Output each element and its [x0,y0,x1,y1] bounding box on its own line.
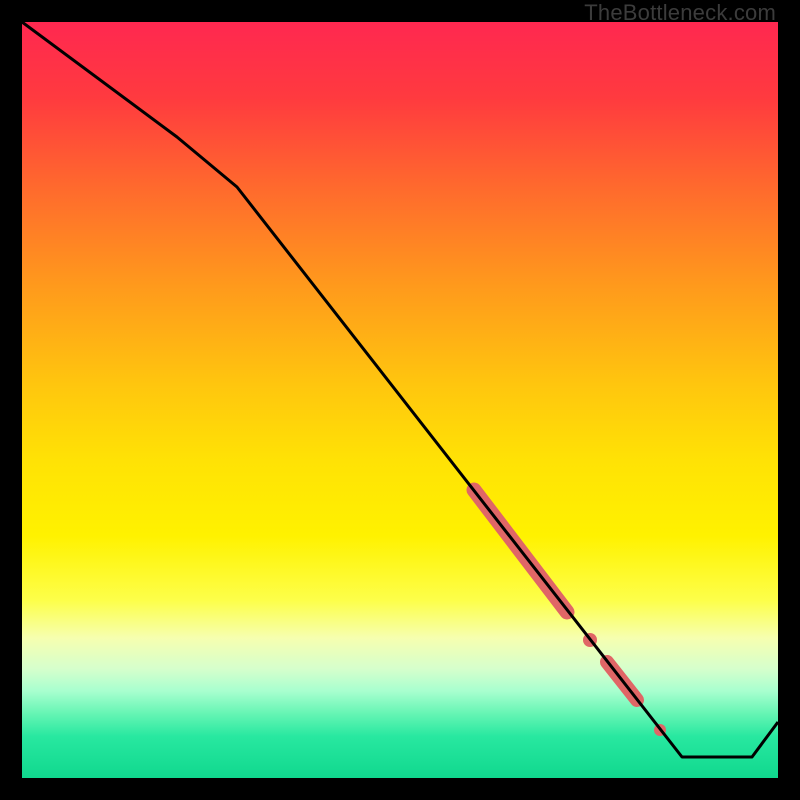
bottleneck-chart [22,22,778,778]
frame-left [0,0,22,800]
watermark-text: TheBottleneck.com [584,0,776,26]
frame-right [778,0,800,800]
chart-background [22,22,778,778]
frame-bottom [0,778,800,800]
